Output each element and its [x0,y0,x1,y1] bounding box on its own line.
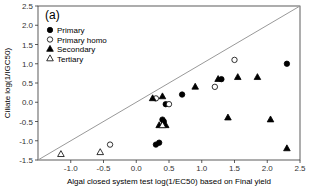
legend-label: Primary homo [57,36,107,45]
point [254,74,261,80]
y-tick [35,44,38,45]
point [159,93,166,99]
y-tick [35,25,38,26]
legend-marker [47,27,52,32]
series-points [153,61,289,147]
title: (a) [45,8,60,22]
x-axis-label: Algal closed system test log(1/EC50) bas… [67,177,271,186]
legend-label: Tertiary [57,55,83,64]
x-tick-label: 2.0 [262,164,274,173]
legend: PrimaryPrimary homoSecondaryTertiary [47,26,108,64]
series-points [58,122,166,157]
legend-marker [47,45,54,51]
y-axis-label: Ciliate log(1/IGC50) [3,48,12,119]
point [232,57,237,62]
x-tick-label: 1.0 [196,164,208,173]
y-tick [35,160,38,161]
point [159,122,166,128]
y-tick-label: -0.5 [19,118,33,127]
chart: -1.0 -0.5 0.0 0.5 1.0 1.5 2.0 2.5 -1.5 -1.0 -0.5 0.… [0,0,313,189]
plot-marks [38,6,300,160]
point [284,145,291,151]
point [107,142,112,147]
x-tick [136,160,137,163]
point [212,84,217,89]
x-tick-label: 0.5 [163,164,175,173]
x-tick [103,160,104,163]
x-tick-label: 1.5 [229,164,241,173]
x-tick [70,160,71,163]
y-tick-label: 0.0 [22,98,34,107]
y-tick [35,63,38,64]
x-tick-label: 2.5 [294,164,306,173]
point [192,83,199,89]
legend-label: Primary [57,26,85,35]
x-tick [300,160,301,163]
legend-marker [47,55,54,61]
legend-marker [47,37,52,42]
x-tick-label: 0.0 [131,164,143,173]
axes: -1.0 -0.5 0.0 0.5 1.0 1.5 2.0 2.5 -1.5 -1.0 -0.5 0.… [19,2,306,173]
y-tick-label: 1.0 [22,60,34,69]
legend-label: Secondary [57,45,95,54]
x-tick [234,160,235,163]
point [97,149,104,155]
point [58,151,65,157]
x-tick-label: -0.5 [97,164,111,173]
y-tick-label: 0.5 [22,79,34,88]
y-tick-label: 1.5 [22,41,34,50]
x-tick [169,160,170,163]
y-tick-label: -1.0 [19,137,33,146]
y-tick [35,83,38,84]
y-tick-label: -1.5 [19,156,33,165]
reference-line [38,6,300,160]
point [234,74,241,80]
plot-frame [38,6,300,160]
point [215,76,222,82]
point [179,92,184,97]
point [267,116,274,122]
point [225,114,232,120]
x-tick-label: -1.0 [64,164,78,173]
y-tick [35,140,38,141]
x-tick [267,160,268,163]
series-points [149,74,290,151]
point [156,140,161,145]
y-tick [35,102,38,103]
y-tick [35,121,38,122]
y-tick-label: 2.0 [22,21,34,30]
point [166,101,171,106]
point [149,95,156,101]
point [284,61,289,66]
y-tick-label: 2.5 [22,2,34,11]
series-points [107,57,237,147]
y-tick [35,6,38,7]
x-tick [201,160,202,163]
